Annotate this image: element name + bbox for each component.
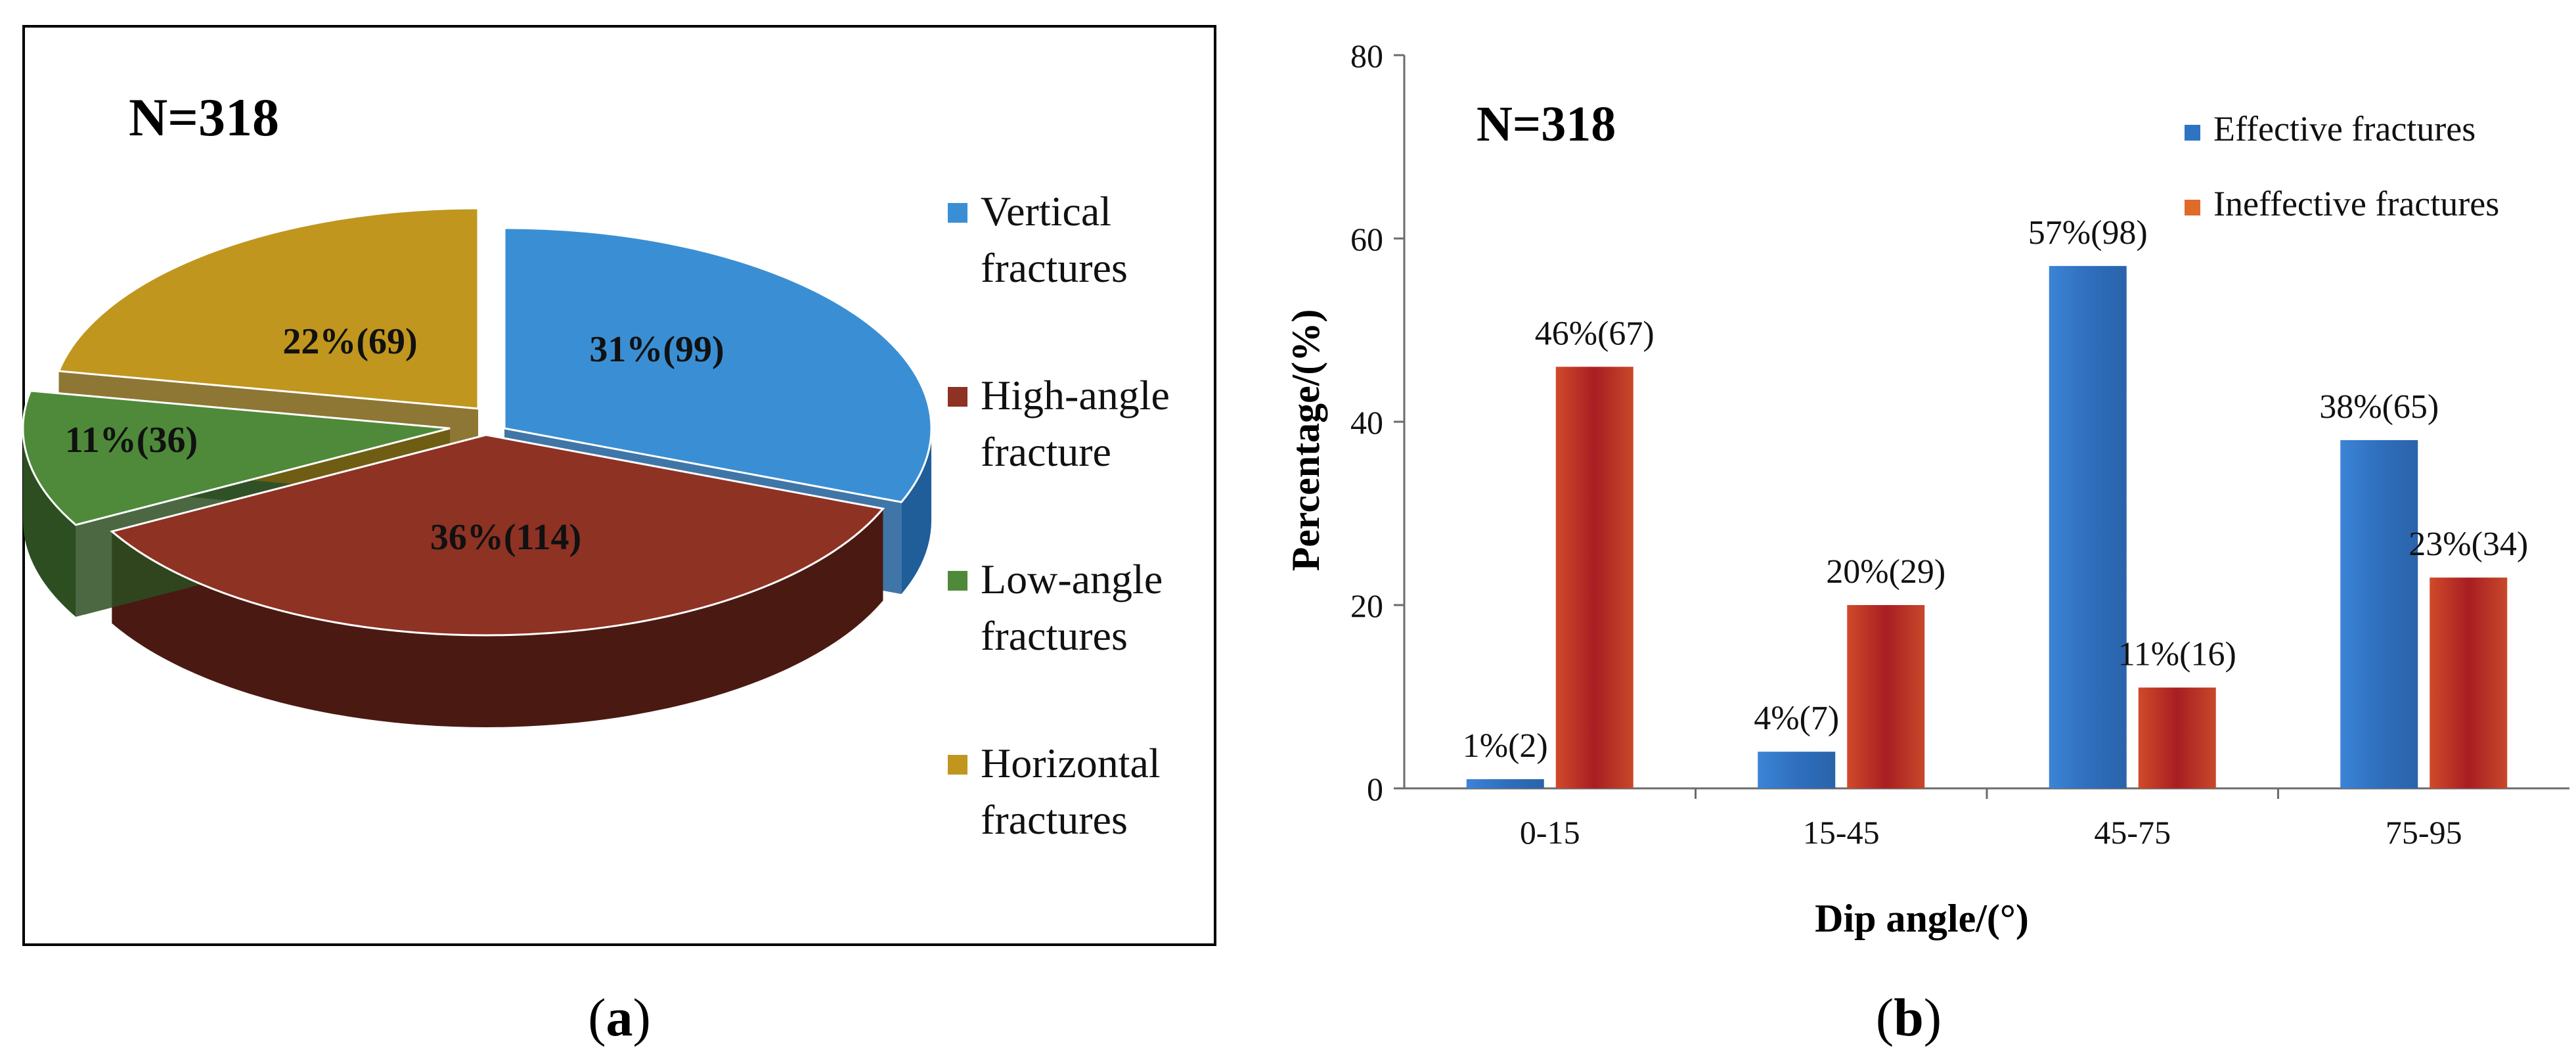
bar-ineffective-fractures-75-95: [2430, 577, 2508, 788]
legend-label-horizontal-fractures-line1: Horizontal: [981, 740, 1161, 786]
bar-x-tick-label-45-75: 45-75: [2094, 814, 2171, 851]
pie-data-label-vertical-fractures: 31%(99): [589, 329, 724, 370]
legend-label-low-angle-fractures-line1: Low-angle: [981, 556, 1163, 602]
bar-data-label-effective-fractures-45-75: 57%(98): [2028, 214, 2148, 252]
bar-legend-swatch-effective-fractures: [2185, 125, 2200, 141]
panel-a: N=318 31%(99) 36%(114) 11%(36) 22%(69) Vert…: [22, 25, 1216, 1047]
pie-wall-low-angle-fractures: [22, 428, 76, 617]
legend-swatch-horizontal-fractures: [948, 755, 967, 775]
bar-ineffective-fractures-45-75: [2138, 687, 2216, 788]
legend-label-horizontal-fractures-line2: fractures: [981, 796, 1128, 843]
legend-label-high-angle-fracture-line2: fracture: [981, 428, 1111, 475]
panel-b-caption: (b): [1876, 987, 1942, 1047]
bar-legend-label-effective-fractures: Effective fractures: [2213, 109, 2476, 148]
bar-x-tick-label-0-15: 0-15: [1520, 814, 1580, 851]
bar-effective-fractures-45-75: [2049, 265, 2127, 789]
bar-chart: 1%(2) 46%(67) 4%(7) 20%(29) 57%(98) 11%(16) 38…: [1463, 214, 2528, 789]
bar-ineffective-fractures-0-15: [1555, 367, 1633, 788]
bar-data-label-ineffective-fractures-15-45: 20%(29): [1826, 553, 1945, 591]
legend-label-high-angle-fracture-line1: High-angle: [981, 372, 1170, 418]
pie-wall-high-angle-fracture: [112, 508, 883, 727]
legend-label-low-angle-fractures-line2: fractures: [981, 612, 1128, 659]
bar-legend: Effective fractures Ineffective fractures: [2185, 109, 2499, 223]
bar-y-tick-label-0: 0: [1367, 771, 1383, 807]
pie-slice-horizontal-fractures: [57, 207, 479, 410]
bar-effective-fractures-15-45: [1758, 752, 1836, 788]
bar-y-tick-label-80: 80: [1350, 37, 1383, 74]
pie-wall-vertical-fractures: [901, 428, 931, 595]
pie-slice-vertical-fractures: [503, 227, 933, 503]
bar-legend-swatch-ineffective-fractures: [2185, 200, 2200, 215]
pie-n-label: N=318: [129, 87, 279, 147]
bar-data-label-effective-fractures-15-45: 4%(7): [1754, 700, 1839, 737]
bar-legend-label-ineffective-fractures: Ineffective fractures: [2213, 184, 2499, 223]
pie-data-label-low-angle-fractures: 11%(36): [65, 420, 198, 461]
pie-data-label-horizontal-fractures: 22%(69): [282, 321, 417, 362]
bar-x-tick-label-75-95: 75-95: [2386, 814, 2462, 851]
bar-n-label: N=318: [1477, 97, 1616, 152]
bar-y-tick-label-40: 40: [1350, 404, 1383, 441]
panel-a-caption: (a): [588, 987, 651, 1047]
bar-effective-fractures-0-15: [1466, 779, 1544, 788]
legend-label-vertical-fractures-line2: fractures: [981, 244, 1128, 291]
pie-chart: 31%(99) 36%(114) 11%(36) 22%(69): [22, 207, 933, 727]
bar-data-label-ineffective-fractures-45-75: 11%(16): [2118, 636, 2236, 673]
bar-x-axis-label: Dip angle/(°): [1815, 897, 2029, 940]
pie-legend: Vertical fractures High-angle fracture Low-a…: [948, 188, 1170, 843]
legend-label-vertical-fractures-line1: Vertical: [981, 188, 1111, 235]
pie-slice-high-angle-fracture: [110, 434, 885, 637]
bar-data-label-effective-fractures-0-15: 1%(2): [1463, 727, 1548, 765]
bar-ineffective-fractures-15-45: [1847, 605, 1925, 788]
bar-y-axis-label: Percentage/(%): [1284, 309, 1327, 572]
legend-swatch-vertical-fractures: [948, 203, 967, 223]
legend-swatch-high-angle-fracture: [948, 387, 967, 407]
bar-data-label-ineffective-fractures-75-95: 23%(34): [2409, 526, 2528, 563]
bar-x-tick-label-15-45: 15-45: [1803, 814, 1880, 851]
legend-swatch-low-angle-fractures: [948, 571, 967, 591]
bar-data-label-ineffective-fractures-0-15: 46%(67): [1535, 315, 1654, 352]
bar-y-tick-label-60: 60: [1350, 221, 1383, 258]
bar-data-label-effective-fractures-75-95: 38%(65): [2319, 388, 2439, 426]
bar-chart-axes: 0 20 40 60 80 0-15 15-45 45-75 75-95: [1350, 37, 2569, 851]
pie-data-label-high-angle-fracture: 36%(114): [430, 517, 581, 558]
bar-y-tick-label-20: 20: [1350, 587, 1383, 624]
panel-b: 0 20 40 60 80 0-15 15-45 45-75 75-95 1%(2) 46%(67…: [1284, 37, 2569, 1047]
bar-effective-fractures-75-95: [2340, 440, 2418, 788]
pie-slice-low-angle-fractures: [22, 390, 451, 526]
